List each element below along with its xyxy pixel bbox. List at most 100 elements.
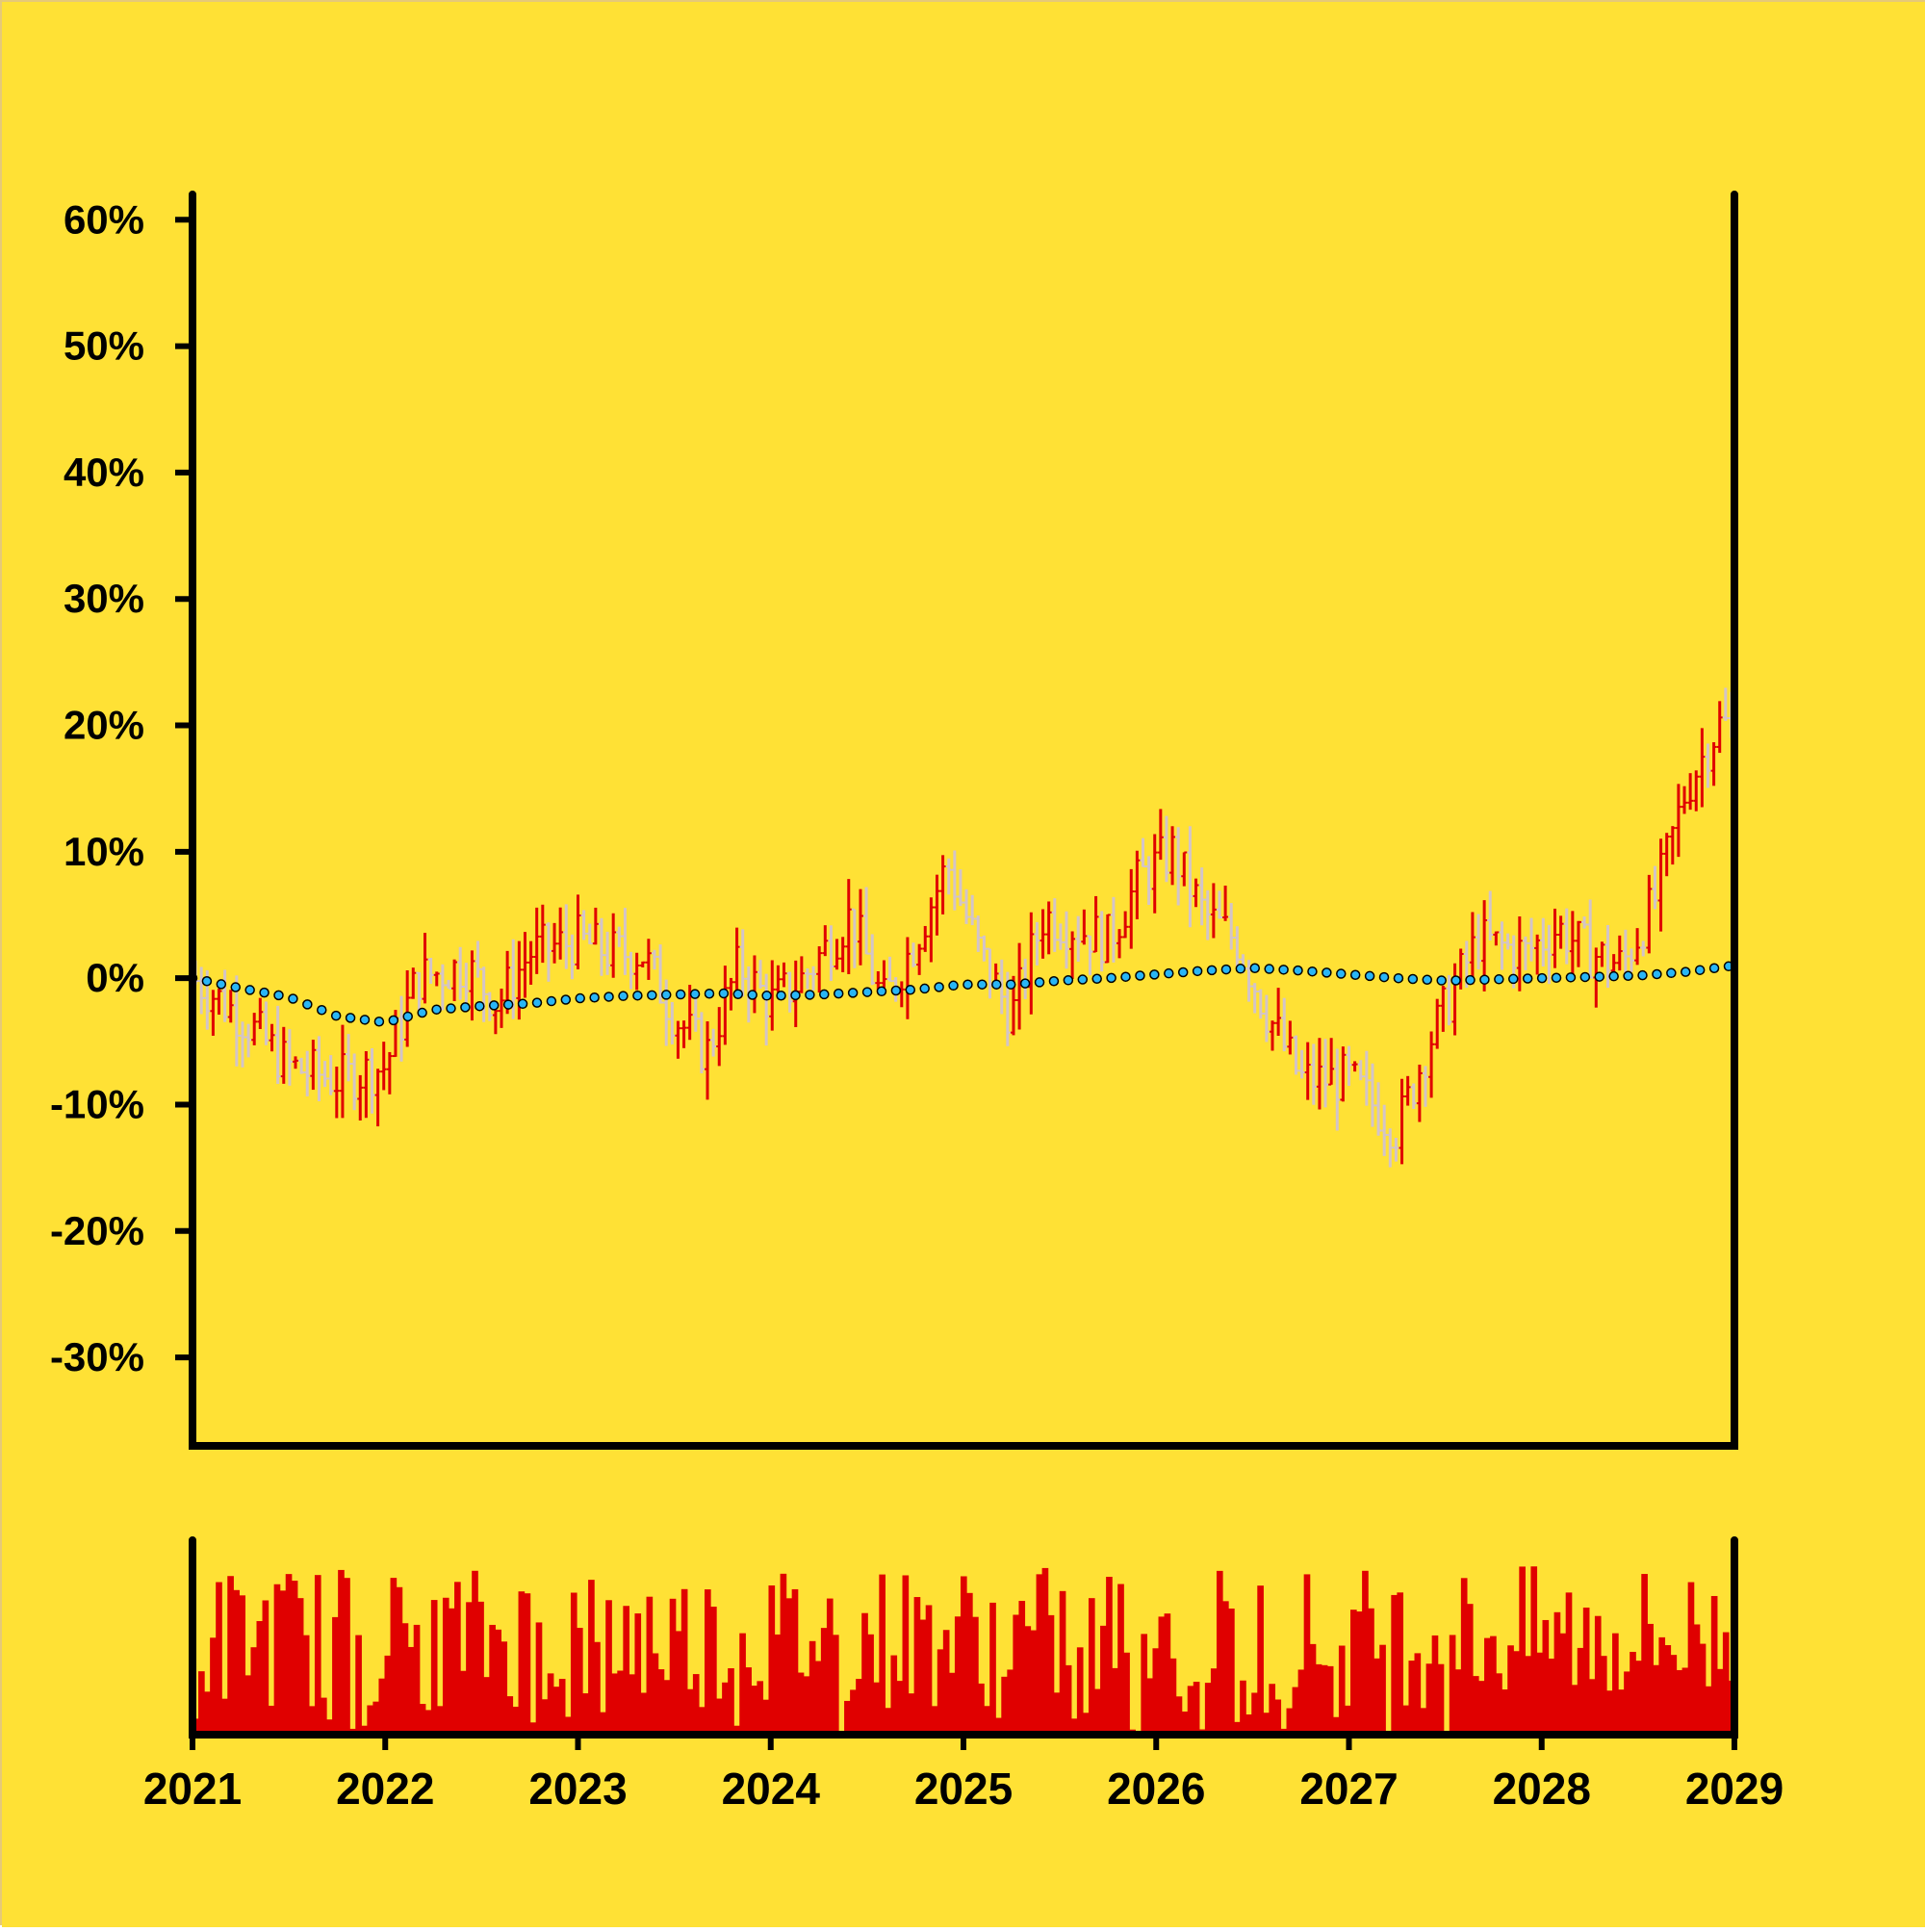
y-tick-label: 10%: [64, 829, 144, 874]
trend-point: [575, 992, 585, 1004]
volume-bar: [669, 1598, 677, 1735]
volume-bar: [1454, 1669, 1462, 1735]
volume-bar: [1647, 1623, 1654, 1735]
volume-bar: [355, 1635, 362, 1735]
volume-bar: [296, 1598, 304, 1735]
volume-bar: [1594, 1615, 1602, 1735]
volume-bar: [675, 1631, 682, 1735]
volume-bar: [803, 1676, 810, 1735]
trend-point: [1307, 966, 1318, 977]
volume-bar: [1681, 1667, 1689, 1735]
volume-bar: [535, 1622, 543, 1735]
volume-bar: [1536, 1652, 1544, 1735]
volume-bar: [506, 1696, 514, 1735]
volume-bar: [1577, 1647, 1584, 1735]
trend-point: [1378, 971, 1390, 983]
volume-bar: [204, 1691, 211, 1735]
price-bars: [192, 687, 1734, 1168]
y-tick-label: 20%: [64, 703, 144, 748]
volume-bar: [227, 1576, 234, 1735]
trend-point: [876, 986, 887, 997]
trend-point: [1077, 974, 1089, 985]
volume-bar: [396, 1586, 403, 1735]
volume-bar: [605, 1600, 612, 1735]
volume-bar: [1315, 1663, 1322, 1735]
volume-bar: [1106, 1577, 1113, 1735]
volume-bar: [1664, 1645, 1672, 1735]
volume-bar: [1245, 1714, 1252, 1735]
trend-point: [201, 976, 213, 987]
volume-bar: [1070, 1718, 1078, 1735]
trend-point: [1019, 978, 1031, 989]
trend-point: [446, 1003, 456, 1014]
volume-bar: [564, 1716, 572, 1735]
trend-point: [488, 1000, 500, 1011]
volume-bar: [657, 1669, 665, 1735]
trend-point: [1652, 968, 1662, 980]
volume-bar: [344, 1578, 350, 1735]
volume-bar: [430, 1600, 438, 1735]
volume-bar: [1588, 1679, 1596, 1735]
volume-bar: [919, 1619, 927, 1735]
volume-bar: [1582, 1607, 1590, 1735]
volume-bar: [850, 1689, 857, 1735]
volume-bar: [1193, 1682, 1200, 1735]
volume-bar: [1705, 1686, 1712, 1735]
y-tick-label: -10%: [50, 1081, 144, 1126]
trend-point: [1164, 967, 1174, 979]
volume-bar: [460, 1670, 467, 1735]
volume-bar: [663, 1680, 671, 1735]
volume-bar: [1362, 1570, 1369, 1735]
trend-point: [1106, 972, 1116, 984]
trend-point: [460, 1002, 471, 1013]
volume-bar: [1431, 1635, 1439, 1735]
volume-bar: [436, 1706, 444, 1735]
volume-bar: [314, 1575, 321, 1735]
volume-bar: [1332, 1716, 1340, 1735]
volume-bar: [1210, 1668, 1218, 1735]
y-tick-label: 30%: [64, 576, 144, 621]
volume-bar: [966, 1592, 973, 1735]
volume-bar: [1141, 1634, 1148, 1735]
volume-bar: [1653, 1664, 1660, 1735]
volume-bar: [972, 1616, 979, 1735]
trend-point: [1322, 967, 1332, 978]
trend-point: [517, 998, 528, 1010]
x-tick-label: 2024: [722, 1764, 821, 1814]
volume-bar: [611, 1673, 618, 1735]
trend-point: [991, 979, 1002, 990]
volume-bar: [1112, 1667, 1118, 1735]
volume-bar: [338, 1569, 345, 1735]
volume-bar: [1484, 1637, 1491, 1735]
volume-bar: [1379, 1644, 1386, 1735]
volume-bar: [1309, 1643, 1317, 1735]
volume-bar: [244, 1675, 252, 1735]
volume-bar: [424, 1710, 432, 1735]
volume-bar: [1274, 1699, 1282, 1735]
volume-bar: [791, 1588, 799, 1735]
volume-bar: [233, 1589, 240, 1735]
volume-bar: [1460, 1578, 1468, 1735]
volume-bar: [558, 1679, 566, 1735]
volume-bar: [216, 1582, 222, 1735]
volume-bar: [780, 1573, 787, 1735]
volume-bar: [1606, 1690, 1613, 1735]
volume-bar: [1414, 1653, 1422, 1735]
volume-bar: [832, 1635, 839, 1735]
volume-bar: [273, 1584, 281, 1735]
x-tick-label: 2022: [336, 1764, 434, 1814]
volume-bar: [1722, 1632, 1730, 1735]
volume-bar: [477, 1601, 484, 1735]
volume-bar: [1338, 1645, 1346, 1735]
volume-bar: [302, 1635, 310, 1735]
volume-bar: [541, 1699, 549, 1735]
volume-bar: [1612, 1633, 1619, 1735]
trend-point: [1551, 972, 1562, 983]
volume-bar: [518, 1591, 526, 1735]
trend-point: [1608, 970, 1619, 982]
volume-bar: [1216, 1570, 1223, 1735]
volume-bar: [1251, 1692, 1258, 1735]
volume-bar: [1053, 1692, 1061, 1735]
volume-bar: [279, 1590, 287, 1735]
volume-bar: [814, 1661, 822, 1735]
